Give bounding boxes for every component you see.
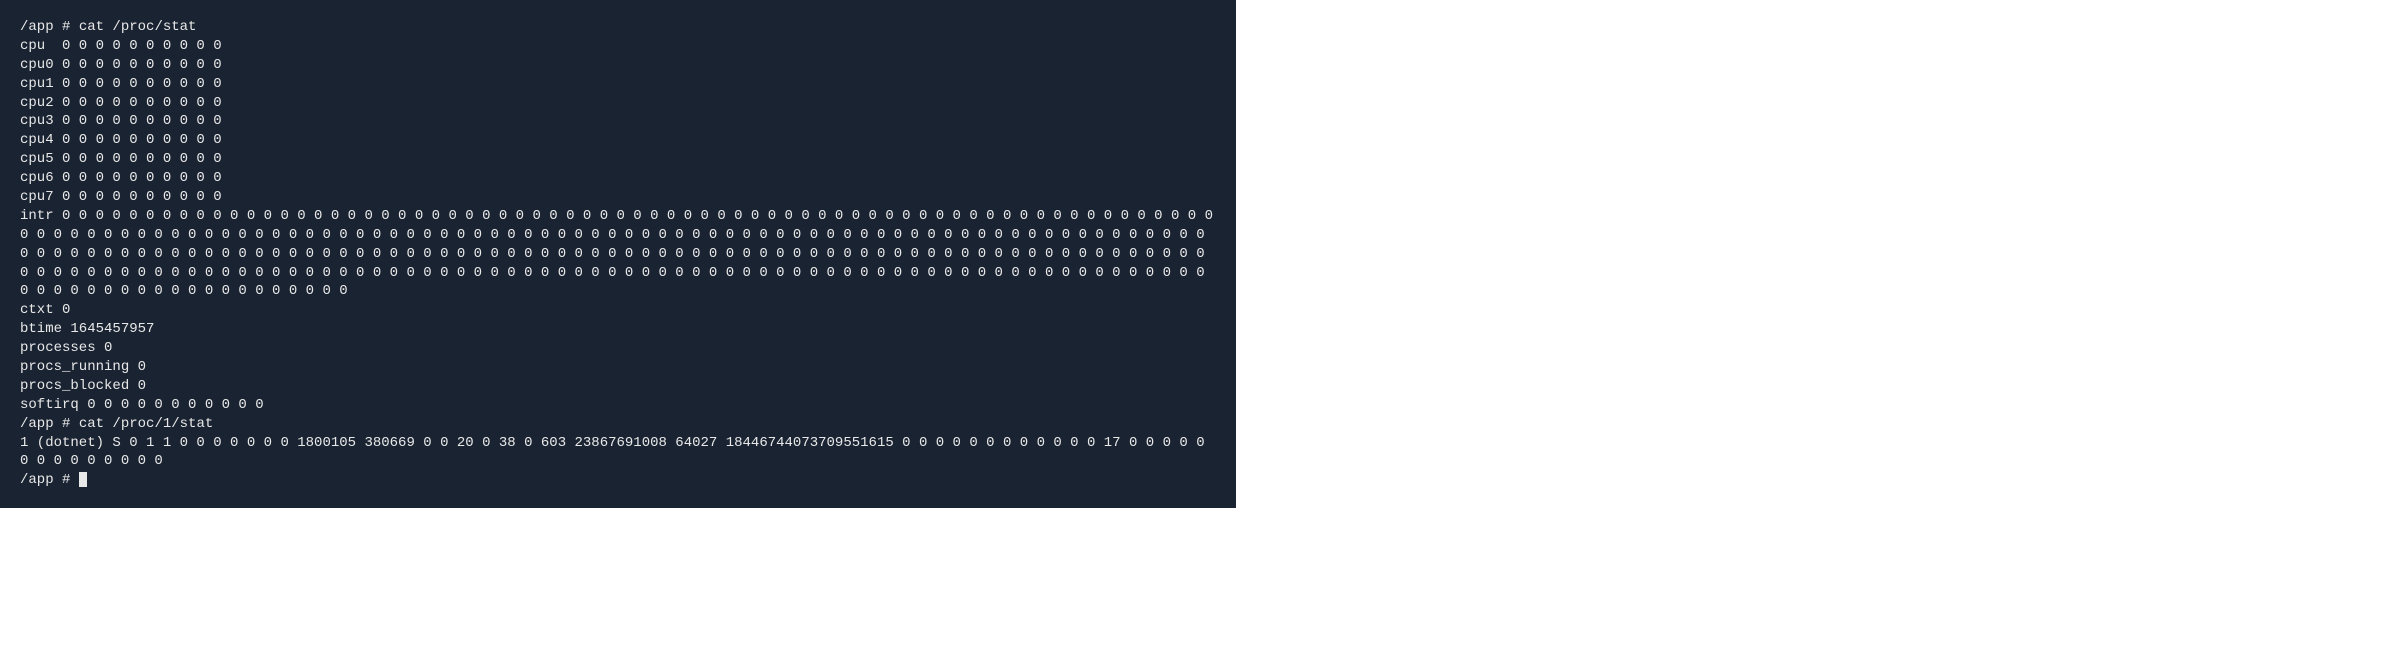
- current-prompt-line: /app #: [20, 471, 1216, 490]
- prompt: /app #: [20, 416, 70, 432]
- output-line: cpu1 0 0 0 0 0 0 0 0 0 0: [20, 75, 1216, 94]
- output-line: procs_blocked 0: [20, 377, 1216, 396]
- command-input-2: cat /proc/1/stat: [79, 416, 213, 432]
- output-line: intr 0 0 0 0 0 0 0 0 0 0 0 0 0 0 0 0 0 0…: [20, 207, 1216, 301]
- prompt: /app #: [20, 472, 70, 488]
- output-line: ctxt 0: [20, 301, 1216, 320]
- cursor: [79, 472, 87, 487]
- output-line: softirq 0 0 0 0 0 0 0 0 0 0 0: [20, 396, 1216, 415]
- output-line: cpu0 0 0 0 0 0 0 0 0 0 0: [20, 56, 1216, 75]
- output-line: btime 1645457957: [20, 320, 1216, 339]
- output-line: cpu2 0 0 0 0 0 0 0 0 0 0: [20, 94, 1216, 113]
- output-line: 1 (dotnet) S 0 1 1 0 0 0 0 0 0 0 1800105…: [20, 434, 1216, 472]
- output-line: cpu3 0 0 0 0 0 0 0 0 0 0: [20, 112, 1216, 131]
- command-line-1: /app # cat /proc/stat: [20, 18, 1216, 37]
- output-line: cpu7 0 0 0 0 0 0 0 0 0 0: [20, 188, 1216, 207]
- output-line: procs_running 0: [20, 358, 1216, 377]
- output-line: cpu5 0 0 0 0 0 0 0 0 0 0: [20, 150, 1216, 169]
- command-input-1: cat /proc/stat: [79, 19, 197, 35]
- output-line: cpu4 0 0 0 0 0 0 0 0 0 0: [20, 131, 1216, 150]
- command-line-2: /app # cat /proc/1/stat: [20, 415, 1216, 434]
- prompt: /app #: [20, 19, 70, 35]
- output-line: processes 0: [20, 339, 1216, 358]
- output-line: cpu 0 0 0 0 0 0 0 0 0 0: [20, 37, 1216, 56]
- output-line: cpu6 0 0 0 0 0 0 0 0 0 0: [20, 169, 1216, 188]
- terminal-window[interactable]: /app # cat /proc/statcpu 0 0 0 0 0 0 0 0…: [0, 0, 1236, 508]
